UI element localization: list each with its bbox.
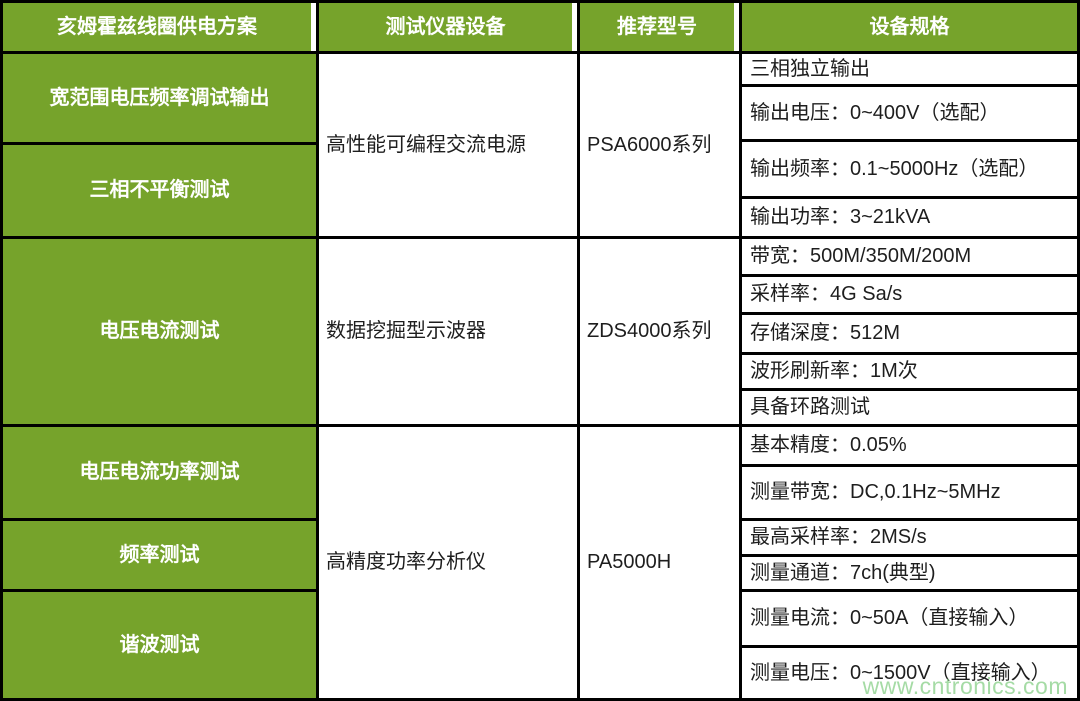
spec-cell: 波形刷新率：1M次: [742, 355, 1077, 388]
model-cell: PSA6000系列: [580, 54, 739, 236]
header-model: 推荐型号: [580, 3, 739, 51]
column-scheme: 亥姆霍兹线圈供电方案 宽范围电压频率调试输出 三相不平衡测试 电压电流测试 电压…: [3, 3, 316, 698]
spec-cell: 测量电流：0~50A（直接输入）: [742, 592, 1077, 645]
column-instrument: 测试仪器设备 高性能可编程交流电源 数据挖掘型示波器 高精度功率分析仪: [319, 3, 577, 698]
scheme-cell: 宽范围电压频率调试输出: [3, 54, 316, 142]
spec-cell: 三相独立输出: [742, 54, 1077, 84]
scheme-cell: 频率测试: [3, 521, 316, 589]
scheme-cell: 电压电流功率测试: [3, 427, 316, 518]
scheme-cell: 电压电流测试: [3, 239, 316, 424]
scheme-cell: 三相不平衡测试: [3, 145, 316, 236]
spec-cell: 测量通道：7ch(典型): [742, 557, 1077, 589]
model-cell: PA5000H: [580, 427, 739, 698]
spec-cell: 带宽：500M/350M/200M: [742, 239, 1077, 274]
scheme-cell: 谐波测试: [3, 592, 316, 698]
spec-cell: 最高采样率：2MS/s: [742, 521, 1077, 554]
header-scheme: 亥姆霍兹线圈供电方案: [3, 3, 316, 51]
instrument-cell: 数据挖掘型示波器: [319, 239, 577, 424]
header-specs: 设备规格: [742, 3, 1077, 51]
spec-cell: 输出功率：3~21kVA: [742, 199, 1077, 236]
spec-cell: 具备环路测试: [742, 391, 1077, 424]
spec-cell: 采样率：4G Sa/s: [742, 277, 1077, 312]
spec-cell: 输出频率：0.1~5000Hz（选配）: [742, 142, 1077, 196]
spec-cell: 测量电压：0~1500V（直接输入）: [742, 648, 1077, 698]
instrument-cell: 高性能可编程交流电源: [319, 54, 577, 236]
column-specs: 设备规格 三相独立输出 输出电压：0~400V（选配） 输出频率：0.1~500…: [742, 3, 1077, 698]
column-model: 推荐型号 PSA6000系列 ZDS4000系列 PA5000H: [580, 3, 739, 698]
instrument-cell: 高精度功率分析仪: [319, 427, 577, 698]
spec-cell: 输出电压：0~400V（选配）: [742, 87, 1077, 139]
model-cell: ZDS4000系列: [580, 239, 739, 424]
header-instrument: 测试仪器设备: [319, 3, 577, 51]
spec-cell: 存储深度：512M: [742, 315, 1077, 352]
spec-cell: 基本精度：0.05%: [742, 427, 1077, 464]
spec-cell: 测量带宽：DC,0.1Hz~5MHz: [742, 467, 1077, 518]
